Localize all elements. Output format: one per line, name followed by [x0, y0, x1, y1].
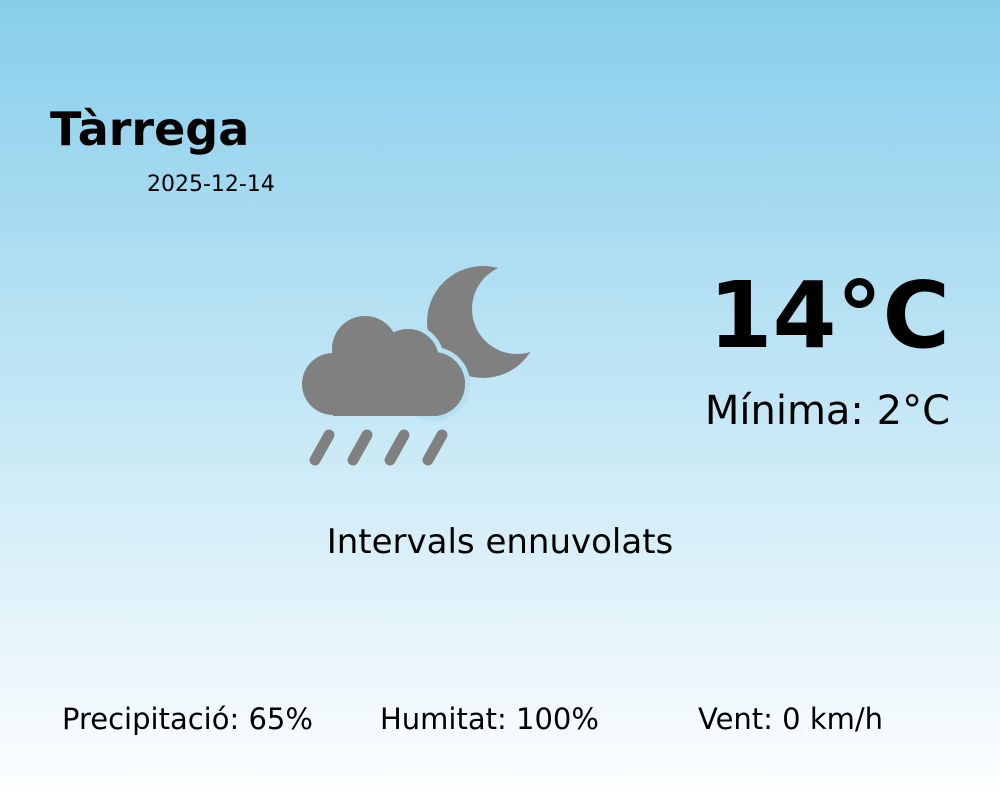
cloud-rain-moon-icon [302, 266, 539, 466]
humidity-stat: Humitat: 100% [380, 702, 599, 736]
city-name: Tàrrega [50, 102, 250, 156]
weather-description: Intervals ennuvolats [326, 522, 674, 562]
precipitation-stat: Precipitació: 65% [62, 702, 313, 736]
forecast-date: 2025-12-14 [147, 172, 275, 197]
current-temperature: 14°C [708, 262, 950, 369]
moon-icon [427, 266, 539, 378]
wind-stat: Vent: 0 km/h [698, 702, 884, 736]
minimum-temperature: Mínima: 2°C [704, 388, 950, 434]
rain-icon [309, 429, 448, 466]
